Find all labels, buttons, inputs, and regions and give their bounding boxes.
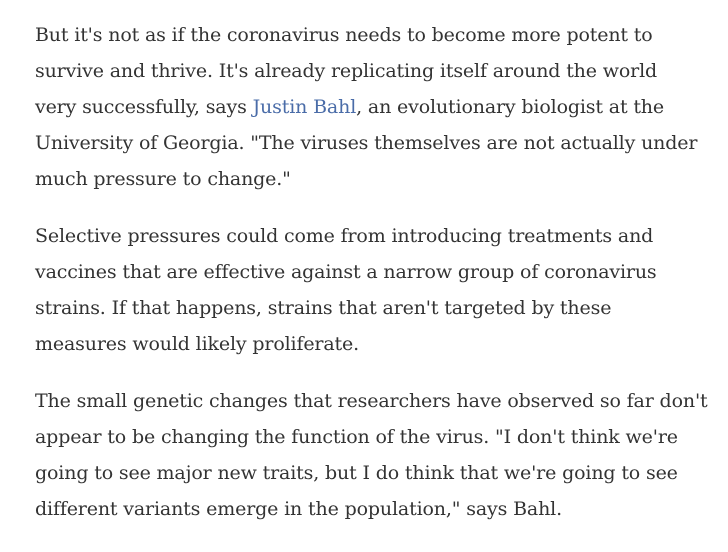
- paragraph-line: University of Georgia. "The viruses them…: [35, 132, 698, 154]
- paragraph-2: Selective pressures could come from intr…: [35, 218, 715, 362]
- justin-bahl-link[interactable]: Justin Bahl: [252, 96, 357, 118]
- paragraph-line: strains. If that happens, strains that a…: [35, 297, 612, 319]
- paragraph-line: But it's not as if the coronavirus needs…: [35, 24, 653, 46]
- line-text-before-link: very successfully, says: [35, 96, 253, 118]
- paragraph-line: going to see major new traits, but I do …: [35, 462, 678, 484]
- paragraph-line-with-link: very successfully, says Justin Bahl, an …: [35, 89, 715, 125]
- line-text-after-link: , an evolutionary biologist at the: [356, 96, 664, 118]
- paragraph-1: But it's not as if the coronavirus needs…: [35, 17, 715, 197]
- paragraph-line: appear to be changing the function of th…: [35, 426, 678, 448]
- paragraph-line: vaccines that are effective against a na…: [35, 261, 657, 283]
- paragraph-line: measures would likely proliferate.: [35, 333, 360, 355]
- paragraph-line: much pressure to change.": [35, 168, 291, 190]
- paragraph-line: different variants emerge in the populat…: [35, 498, 562, 520]
- paragraph-3: The small genetic changes that researche…: [35, 383, 715, 527]
- paragraph-line: Selective pressures could come from intr…: [35, 225, 654, 247]
- paragraph-line: survive and thrive. It's already replica…: [35, 60, 658, 82]
- article-body: But it's not as if the coronavirus needs…: [35, 17, 715, 548]
- paragraph-line: The small genetic changes that researche…: [35, 390, 708, 412]
